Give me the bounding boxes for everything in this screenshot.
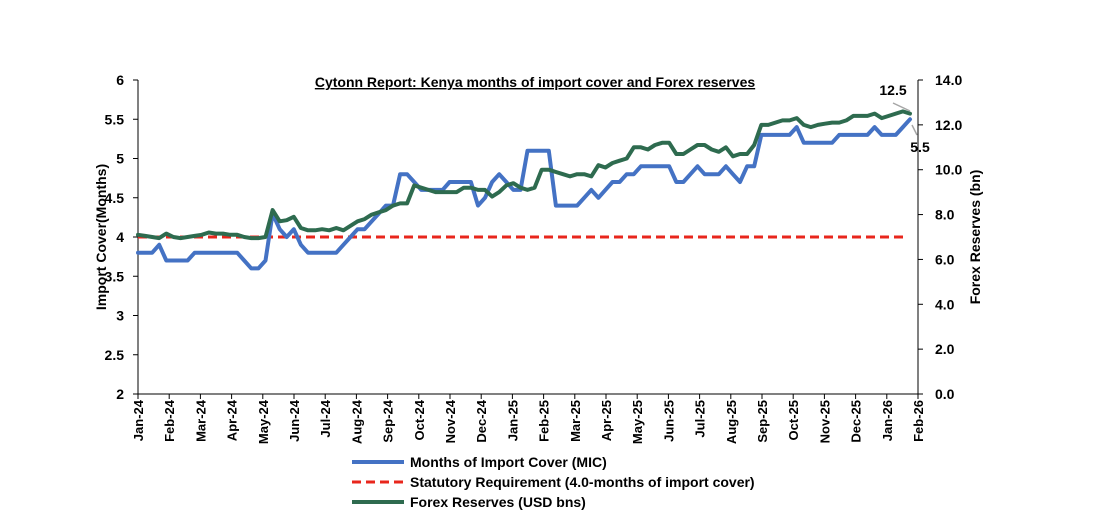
right-tick-group: 0.0 2.0 4.0 6.0 8.0 10.0 12.0 14.0 — [918, 72, 962, 402]
annotation-leader-mic — [911, 124, 918, 136]
plot-area: 2 2.5 3 3.5 4 4.5 5 5.5 6 0.0 2.0 4.0 6.0 8.0 10.0 12.… — [105, 72, 963, 444]
right-tick-label: 12.0 — [935, 117, 962, 133]
left-tick-group: 2 2.5 3 3.5 4 4.5 5 5.5 6 — [105, 72, 138, 402]
annotation-leader-forex — [892, 102, 911, 112]
right-tick-label: 6.0 — [935, 251, 955, 267]
left-tick-label: 4 — [116, 229, 124, 245]
series-layer — [136, 109, 912, 271]
x-tick-label: Jun-24 — [287, 399, 302, 442]
chart-title: Cytonn Report: Kenya months of import co… — [315, 74, 756, 90]
right-tick-label: 10.0 — [935, 162, 962, 178]
x-tick-group: Jan-24 Feb-24 Mar-24 Apr-24 May-24 Jun-24 Jul-… — [131, 394, 926, 444]
annotation-mic-value: 5.5 — [910, 139, 930, 155]
left-tick-label: 3.5 — [105, 268, 125, 284]
right-tick-label: 14.0 — [935, 72, 962, 88]
x-tick-label: Oct-24 — [412, 399, 427, 440]
x-tick-label: Nov-25 — [817, 400, 832, 443]
x-tick-label: May-25 — [630, 400, 645, 444]
x-tick-label: Aug-24 — [349, 399, 364, 444]
x-tick-label: Mar-25 — [568, 400, 583, 442]
x-tick-label: Jan-26 — [880, 400, 895, 441]
x-tick-label: Oct-25 — [786, 400, 801, 440]
x-tick-label: Sep-24 — [381, 399, 396, 442]
legend-label-statutory: Statutory Requirement (4.0-months of imp… — [410, 474, 755, 490]
x-tick-label: Dec-24 — [474, 399, 489, 442]
legend: Months of Import Cover (MIC) Statutory R… — [352, 454, 755, 510]
x-tick-label: May-24 — [256, 399, 271, 444]
series-forex-line — [136, 109, 912, 241]
x-tick-label: Jul-25 — [693, 400, 708, 438]
x-tick-label: Jul-24 — [318, 399, 333, 437]
x-tick-label: Dec-25 — [849, 400, 864, 443]
left-tick-label: 6 — [116, 72, 124, 88]
x-tick-label: Nov-24 — [443, 399, 458, 443]
left-axis-title: Import Cover(Months) — [93, 164, 109, 310]
x-tick-label: Sep-25 — [755, 400, 770, 443]
x-tick-label: Feb-25 — [537, 400, 552, 442]
left-tick-label: 3 — [116, 308, 124, 324]
x-tick-label: Jan-25 — [505, 400, 520, 441]
legend-label-mic: Months of Import Cover (MIC) — [410, 454, 607, 470]
x-tick-label: Apr-25 — [599, 400, 614, 441]
x-tick-label: Apr-24 — [225, 399, 240, 441]
x-tick-label: Feb-26 — [911, 400, 926, 442]
right-tick-label: 8.0 — [935, 207, 955, 223]
right-tick-label: 0.0 — [935, 386, 955, 402]
right-axis-title: Forex Reserves (bn) — [967, 170, 983, 305]
left-tick-label: 4.5 — [105, 190, 125, 206]
left-tick-label: 5.5 — [105, 111, 125, 127]
right-tick-label: 2.0 — [935, 341, 955, 357]
legend-label-forex: Forex Reserves (USD bns) — [410, 494, 586, 510]
legend-item-forex: Forex Reserves (USD bns) — [352, 494, 586, 510]
left-tick-label: 2 — [116, 386, 124, 402]
left-tick-label: 2.5 — [105, 347, 125, 363]
legend-item-mic: Months of Import Cover (MIC) — [352, 454, 607, 470]
right-tick-label: 4.0 — [935, 296, 955, 312]
series-mic-line — [136, 117, 912, 271]
x-tick-label: Feb-24 — [162, 399, 177, 442]
x-tick-label: Mar-24 — [193, 399, 208, 442]
x-tick-label: Jan-24 — [131, 399, 146, 441]
x-tick-label: Aug-25 — [724, 400, 739, 444]
legend-item-statutory: Statutory Requirement (4.0-months of imp… — [352, 474, 755, 490]
left-tick-label: 5 — [116, 151, 124, 167]
x-tick-label: Jun-25 — [661, 400, 676, 442]
annotation-forex-value: 12.5 — [879, 82, 906, 98]
